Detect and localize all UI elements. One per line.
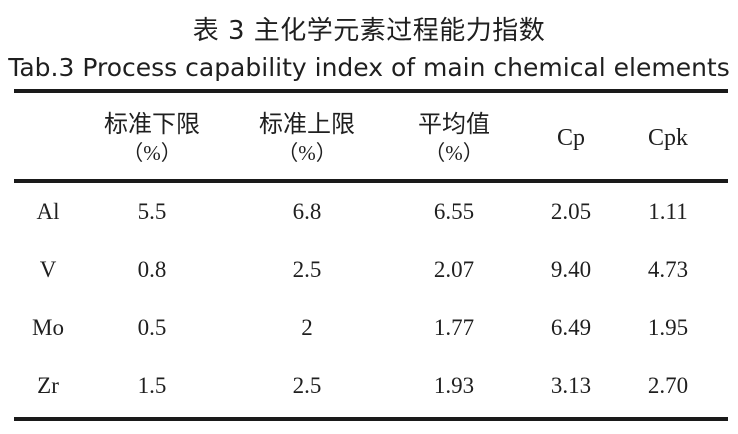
table-body: Al 5.5 6.8 6.55 2.05 1.11 V 0.8 2.5 2.07… — [14, 183, 728, 415]
table-row-v: V 0.8 2.5 2.07 9.40 4.73 — [14, 241, 728, 299]
col-header-label: 平均值 — [418, 111, 490, 138]
col-header-label: 标准上限 — [259, 111, 355, 138]
col-header-label: 标准下限 — [104, 111, 200, 138]
table-rule-top — [14, 89, 728, 93]
table-row-mo: Mo 0.5 2 1.77 6.49 1.95 — [14, 299, 728, 357]
table-header: 标准下限 （%） 标准上限 （%） 平均值 （%） Cp Cpk — [14, 93, 728, 183]
col-header-mean: 平均值 （%） — [392, 93, 516, 183]
cp-cell: 2.05 — [550, 199, 592, 224]
cp-cell: 3.13 — [550, 373, 592, 398]
cpk-cell: 1.11 — [648, 199, 688, 224]
element-cell: Al — [36, 199, 60, 224]
upper-limit-cell: 2.5 — [292, 373, 322, 398]
cp-cell: 6.49 — [550, 315, 592, 340]
col-header-unit: （%） — [424, 140, 484, 165]
mean-cell: 1.77 — [433, 315, 475, 340]
table-row-al: Al 5.5 6.8 6.55 2.05 1.11 — [14, 183, 728, 241]
col-header-label: Cp — [556, 124, 585, 151]
element-cell: Zr — [37, 373, 59, 398]
mean-cell: 6.55 — [433, 199, 475, 224]
col-header-unit: （%） — [277, 140, 337, 165]
table-caption-en: Tab.3 Process capability index of main c… — [8, 53, 730, 82]
table-header-row: 标准下限 （%） 标准上限 （%） 平均值 （%） Cp Cpk — [14, 93, 728, 183]
upper-limit-cell: 2.5 — [292, 257, 322, 282]
cp-cell: 9.40 — [550, 257, 592, 282]
col-header-cp: Cp — [516, 93, 626, 183]
lower-limit-cell: 1.5 — [137, 373, 167, 398]
process-capability-table: 标准下限 （%） 标准上限 （%） 平均值 （%） Cp Cpk — [14, 93, 728, 415]
mean-cell: 2.07 — [433, 257, 475, 282]
mean-cell: 1.93 — [433, 373, 475, 398]
table-caption-zh: 表 3 主化学元素过程能力指数 — [192, 16, 546, 46]
table-rule-bottom — [14, 417, 728, 421]
table-rule-header — [14, 179, 728, 183]
col-header-lower-limit: 标准下限 （%） — [82, 93, 222, 183]
lower-limit-cell: 0.8 — [137, 257, 167, 282]
col-header-label: Cpk — [647, 124, 688, 151]
cpk-cell: 1.95 — [647, 315, 689, 340]
upper-limit-cell: 2 — [301, 315, 313, 340]
element-cell: V — [39, 257, 57, 282]
cpk-cell: 4.73 — [647, 257, 689, 282]
col-header-element — [14, 93, 82, 183]
element-cell: Mo — [32, 315, 64, 340]
col-header-cpk: Cpk — [626, 93, 728, 183]
upper-limit-cell: 6.8 — [292, 199, 322, 224]
lower-limit-cell: 5.5 — [137, 199, 167, 224]
col-header-unit: （%） — [122, 140, 182, 165]
table-row-zr: Zr 1.5 2.5 1.93 3.13 2.70 — [14, 357, 728, 415]
col-header-upper-limit: 标准上限 （%） — [222, 93, 392, 183]
cpk-cell: 2.70 — [647, 373, 689, 398]
lower-limit-cell: 0.5 — [137, 315, 167, 340]
